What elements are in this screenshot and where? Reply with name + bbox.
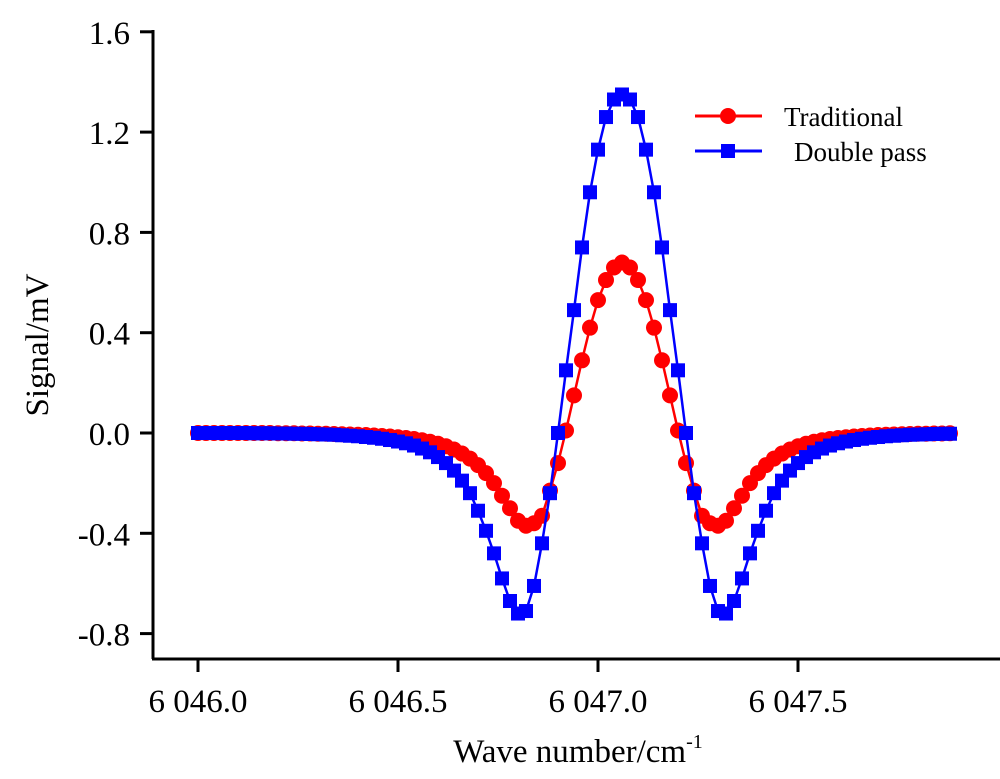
x-axis-title: Wave number/cm-1: [453, 731, 703, 770]
data-point: [646, 319, 662, 336]
data-point: [719, 606, 733, 621]
data-point: [535, 536, 549, 551]
legend-marker-double-pass: [721, 144, 735, 158]
y-axis-title: Signal/mV: [20, 273, 56, 416]
data-point: [639, 142, 653, 157]
data-point: [559, 363, 573, 378]
x-tick-label: 6 047.5: [749, 684, 848, 720]
data-point: [743, 546, 757, 561]
data-point: [622, 259, 638, 276]
y-tick-label: 1.6: [89, 16, 130, 52]
data-point: [598, 272, 614, 289]
data-point: [735, 571, 749, 586]
axes: [151, 30, 1000, 661]
data-point: [599, 110, 613, 125]
data-point: [734, 487, 750, 504]
data-point: [663, 303, 677, 318]
series-line: [198, 93, 950, 616]
data-point: [726, 500, 742, 517]
y-tick-label: -0.4: [78, 517, 130, 553]
data-point: [695, 536, 709, 551]
data-point: [647, 185, 661, 200]
data-point: [679, 426, 693, 440]
series-double-pass: [191, 87, 957, 621]
legend-label-double-pass: Double pass: [794, 137, 927, 167]
data-point: [759, 503, 773, 518]
y-tick-label: 1.2: [89, 116, 130, 152]
data-point: [718, 512, 734, 529]
legend-item-traditional: Traditional: [695, 102, 903, 132]
data-point: [623, 92, 637, 107]
x-axis-title-superscript: -1: [686, 731, 703, 753]
data-point: [655, 240, 669, 255]
data-point: [590, 292, 606, 309]
y-tick-label: 0.8: [89, 216, 130, 252]
data-point: [471, 503, 485, 518]
data-point: [662, 387, 678, 404]
data-point: [486, 475, 502, 492]
data-point: [502, 500, 518, 517]
data-point: [527, 578, 541, 593]
legend: Traditional Double pass: [695, 102, 927, 167]
legend-marker-traditional: [720, 108, 736, 124]
y-tick-label: 0.0: [89, 417, 130, 453]
data-point: [583, 185, 597, 200]
data-point: [551, 426, 565, 440]
data-point: [567, 303, 581, 318]
legend-item-double-pass: Double pass: [695, 137, 927, 167]
data-point: [574, 352, 590, 369]
data-point: [654, 352, 670, 369]
y-ticks: 1.6 1.2 0.8 0.4 0.0 -0.4 -0.8: [78, 16, 153, 654]
x-tick-label: 6 047.0: [549, 684, 648, 720]
series-layer: [190, 87, 958, 621]
x-tick-label: 6 046.0: [149, 684, 248, 720]
data-point: [455, 473, 469, 488]
data-point: [519, 604, 533, 619]
data-point: [575, 240, 589, 255]
data-point: [495, 571, 509, 586]
legend-label-traditional: Traditional: [784, 102, 903, 132]
data-point: [591, 142, 605, 157]
data-point: [630, 272, 646, 289]
x-ticks: 6 046.0 6 046.5 6 047.0 6 047.5: [149, 659, 848, 720]
data-point: [582, 319, 598, 336]
data-point: [703, 578, 717, 593]
data-point: [943, 426, 957, 441]
data-point: [638, 292, 654, 309]
data-point: [463, 486, 477, 501]
x-tick-label: 6 046.5: [349, 684, 448, 720]
x-axis-title-main: Wave number/cm: [453, 734, 686, 770]
data-point: [631, 110, 645, 125]
data-point: [671, 363, 685, 378]
data-point: [767, 486, 781, 501]
data-point: [543, 486, 557, 501]
data-point: [503, 594, 517, 609]
data-point: [687, 486, 701, 501]
data-point: [494, 487, 510, 504]
data-point: [566, 387, 582, 404]
y-tick-label: -0.8: [78, 618, 130, 654]
y-tick-label: 0.4: [89, 317, 130, 353]
series-traditional: [190, 254, 958, 534]
data-point: [751, 523, 765, 538]
data-point: [487, 546, 501, 561]
data-point: [727, 594, 741, 609]
data-point: [479, 523, 493, 538]
